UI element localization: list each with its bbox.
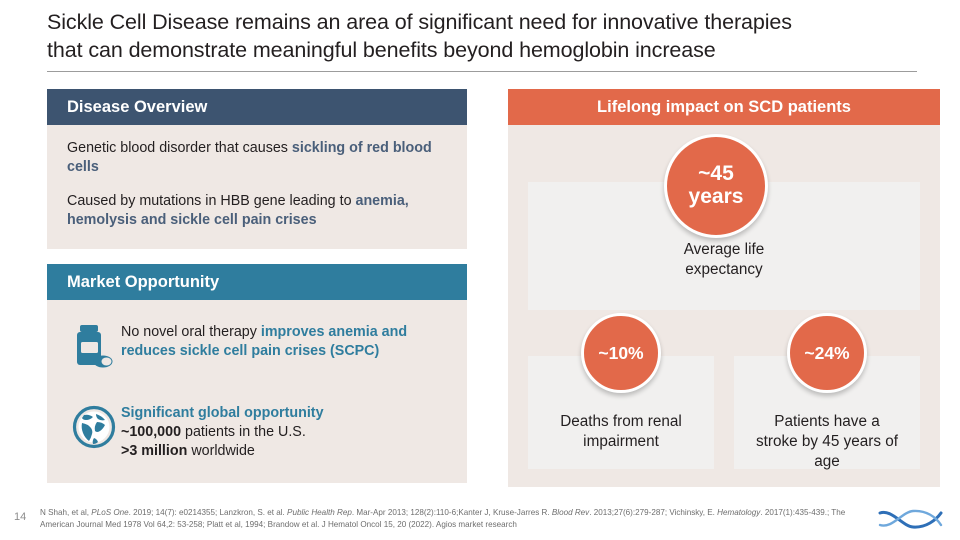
stat-stroke-label-line-1: Patients have a: [774, 413, 880, 430]
stat-life-value-line-1: ~45: [698, 162, 734, 186]
stat-renal-value: ~10%: [598, 342, 644, 363]
page-title: Sickle Cell Disease remains an area of s…: [47, 8, 925, 64]
disease-paragraph-2-text: Caused by mutations in HBB gene leading …: [67, 193, 356, 209]
stat-bubble-life-expectancy: ~45 years: [664, 134, 768, 238]
disease-paragraph-2-highlight: anemia, hemolysis and sickle cell pain c…: [67, 193, 409, 228]
stat-card-renal-impairment: Deaths from renal impairment: [528, 356, 714, 469]
disease-overview-body: Genetic blood disorder that causes sickl…: [47, 125, 467, 249]
market-item-2-headline: Significant global opportunity: [121, 405, 324, 421]
disease-overview-paragraph-1: Genetic blood disorder that causes sickl…: [67, 139, 445, 177]
market-opportunity-item-1-text: No novel oral therapy improves anemia an…: [121, 322, 452, 361]
footnote-journal-1: PLoS One: [91, 508, 129, 517]
footnote-journal-3: Blood Rev: [551, 508, 590, 517]
footnote-part-1: N Shah, et al,: [40, 508, 92, 517]
market-opportunity-item-2-text: Significant global opportunity ~100,000 …: [121, 403, 324, 461]
market-item-1-plain: No novel oral therapy: [121, 324, 261, 340]
market-opportunity-header-label: Market Opportunity: [67, 272, 220, 291]
stat-renal-label-line-1: Deaths from renal: [560, 413, 682, 430]
disease-paragraph-1-text: Genetic blood disorder that causes: [67, 140, 292, 156]
page-title-line-1: Sickle Cell Disease remains an area of s…: [47, 10, 792, 34]
slide-number: 14: [14, 511, 27, 523]
stat-label-renal-impairment: Deaths from renal impairment: [528, 412, 714, 452]
lifelong-impact-body: Average life expectancy ~45 years Deaths…: [508, 125, 940, 487]
market-item-2-stat-1-label: patients in the U.S.: [181, 424, 306, 440]
stat-renal-label-line-2: impairment: [583, 433, 659, 450]
stat-stroke-label-line-2: stroke by 45 years of: [756, 433, 898, 450]
footnote-part-3: . Mar-Apr 2013; 128(2):110-6;Kanter J, K…: [351, 508, 552, 517]
stat-label-stroke: Patients have a stroke by 45 years of ag…: [734, 412, 920, 472]
footnote-journal-4: Hematology: [717, 508, 761, 517]
market-opportunity-body: No novel oral therapy improves anemia an…: [47, 300, 467, 483]
globe-icon: [67, 403, 121, 449]
footnote-part-4: . 2013;27(6):279-287; Vichinsky, E.: [589, 508, 718, 517]
stat-life-label-line-1: Average life: [683, 241, 765, 258]
stat-bubble-renal-impairment: ~10%: [581, 313, 661, 393]
market-opportunity-item-1: No novel oral therapy improves anemia an…: [67, 322, 452, 370]
stat-stroke-label-line-3: age: [814, 453, 840, 470]
market-opportunity-header: Market Opportunity: [47, 264, 467, 300]
footnote-part-5: . 2017(1):435-439.; The American Journal…: [40, 508, 846, 529]
market-opportunity-item-2: Significant global opportunity ~100,000 …: [67, 403, 452, 461]
stat-label-life-expectancy: Average life expectancy: [528, 240, 920, 280]
disease-overview-header-label: Disease Overview: [67, 97, 208, 116]
disease-overview-paragraph-2: Caused by mutations in HBB gene leading …: [67, 192, 445, 230]
market-item-2-stat-1: ~100,000 patients in the U.S.: [121, 423, 324, 442]
stat-life-label-line-2: expectancy: [685, 261, 763, 278]
footnote-journal-2: Public Health Rep: [287, 508, 352, 517]
stat-stroke-value: ~24%: [804, 342, 850, 363]
footnote-references: N Shah, et al, PLoS One. 2019; 14(7): e0…: [40, 507, 860, 530]
market-item-2-stat-2: >3 million worldwide: [121, 442, 324, 461]
company-logo: [878, 506, 944, 532]
market-item-2-stat-1-value: ~100,000: [121, 424, 182, 440]
market-item-2-stat-2-label: worldwide: [187, 443, 255, 459]
stat-bubble-stroke: ~24%: [787, 313, 867, 393]
title-divider: [47, 71, 917, 72]
disease-paragraph-1-highlight: sickling of red blood cells: [67, 140, 432, 175]
lifelong-impact-header-label: Lifelong impact on SCD patients: [597, 97, 851, 116]
lifelong-impact-header: Lifelong impact on SCD patients: [508, 89, 940, 125]
page-title-line-2: that can demonstrate meaningful benefits…: [47, 38, 716, 62]
stat-life-value-line-2: years: [688, 185, 744, 208]
footnote-part-2: . 2019; 14(7): e0214355; Lanzkron, S. et…: [128, 508, 288, 517]
pill-bottle-icon: [67, 322, 121, 370]
disease-overview-header: Disease Overview: [47, 89, 467, 125]
market-item-1-highlight: improves anemia and reduces sickle cell …: [121, 324, 408, 359]
market-item-2-stat-2-value: >3 million: [121, 443, 188, 459]
